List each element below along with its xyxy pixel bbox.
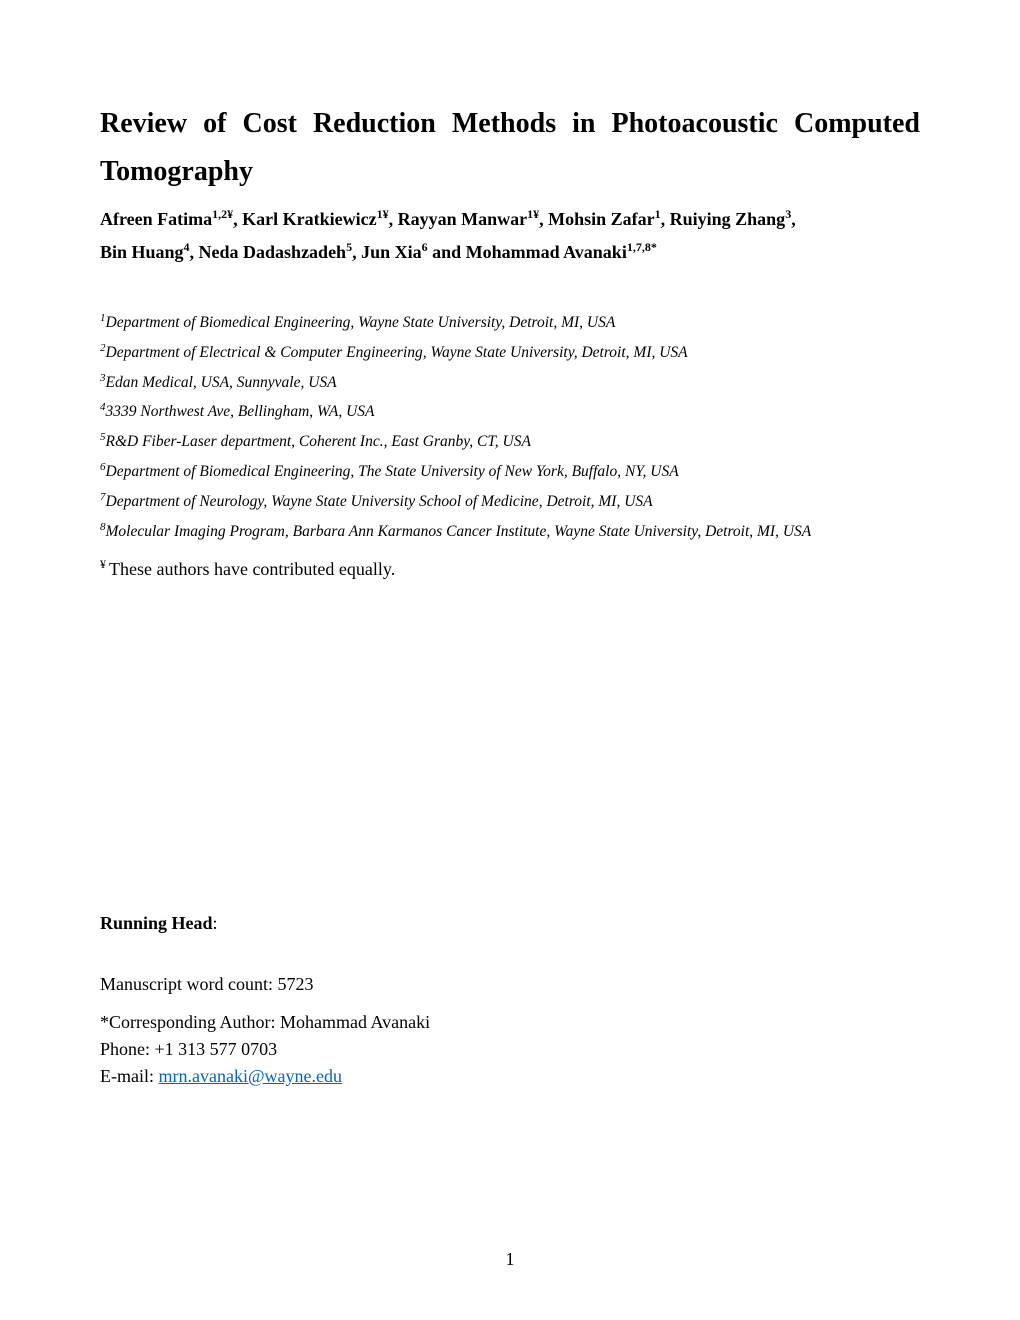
authors-block: Afreen Fatima1,2¥, Karl Kratkiewicz1¥, R… <box>100 203 920 268</box>
contributed-text: These authors have contributed equally. <box>109 559 395 579</box>
affiliation: 6Department of Biomedical Engineering, T… <box>100 457 920 487</box>
corresponding-author: *Corresponding Author: Mohammad Avanaki <box>100 1010 920 1035</box>
author-name: , Mohsin Zafar <box>539 209 655 229</box>
vertical-spacer <box>100 583 920 913</box>
author-tail: , <box>791 209 796 229</box>
affiliation: 2Department of Electrical & Computer Eng… <box>100 338 920 368</box>
affiliation-text: Department of Biomedical Engineering, Wa… <box>106 314 616 331</box>
author-sup: 1,2¥ <box>212 207 233 221</box>
affiliation-text: 3339 Northwest Ave, Bellingham, WA, USA <box>106 404 375 421</box>
email-label: E-mail: <box>100 1066 158 1086</box>
affiliation: 8Molecular Imaging Program, Barbara Ann … <box>100 517 920 547</box>
paper-title: Review of Cost Reduction Methods in Phot… <box>100 100 920 195</box>
affiliation: 1Department of Biomedical Engineering, W… <box>100 308 920 338</box>
author-name: and Mohammad Avanaki <box>428 242 627 262</box>
author-name: , Neda Dadashzadeh <box>190 242 347 262</box>
contributed-sup: ¥ <box>100 557 109 571</box>
author-sup: 1¥ <box>527 207 539 221</box>
affiliation: 7Department of Neurology, Wayne State Un… <box>100 487 920 517</box>
author-sup: 1¥ <box>377 207 389 221</box>
affiliation-text: Molecular Imaging Program, Barbara Ann K… <box>106 523 812 540</box>
author-sup: 1,7,8* <box>627 240 657 254</box>
running-head-label: Running Head <box>100 913 213 933</box>
email-link[interactable]: mrn.avanaki@wayne.edu <box>158 1066 342 1086</box>
contributed-note: ¥ These authors have contributed equally… <box>100 555 920 584</box>
affiliation-text: Department of Neurology, Wayne State Uni… <box>106 493 653 510</box>
page-number: 1 <box>0 1249 1020 1270</box>
author-name: , Karl Kratkiewicz <box>233 209 376 229</box>
running-head-colon: : <box>213 913 218 933</box>
affiliation-text: Edan Medical, USA, Sunnyvale, USA <box>106 374 337 391</box>
affiliations-block: 1Department of Biomedical Engineering, W… <box>100 308 920 547</box>
email-line: E-mail: mrn.avanaki@wayne.edu <box>100 1064 920 1089</box>
author-name: , Rayyan Manwar <box>389 209 528 229</box>
affiliation-text: R&D Fiber-Laser department, Coherent Inc… <box>106 433 531 450</box>
title-line-1: Review of Cost Reduction Methods in Phot… <box>100 100 920 148</box>
affiliation: 43339 Northwest Ave, Bellingham, WA, USA <box>100 397 920 427</box>
author-name: Bin Huang <box>100 242 184 262</box>
affiliation-text: Department of Biomedical Engineering, Th… <box>106 463 679 480</box>
title-line-2: Tomography <box>100 148 920 196</box>
authors-line-1: Afreen Fatima1,2¥, Karl Kratkiewicz1¥, R… <box>100 203 920 235</box>
affiliation-text: Department of Electrical & Computer Engi… <box>106 344 688 361</box>
affiliation: 3Edan Medical, USA, Sunnyvale, USA <box>100 368 920 398</box>
running-head: Running Head: <box>100 913 920 934</box>
affiliation: 5R&D Fiber-Laser department, Coherent In… <box>100 427 920 457</box>
meta-info-block: Manuscript word count: 5723 *Correspondi… <box>100 972 920 1089</box>
author-name: Afreen Fatima <box>100 209 212 229</box>
word-count: Manuscript word count: 5723 <box>100 972 920 997</box>
authors-line-2: Bin Huang4, Neda Dadashzadeh5, Jun Xia6 … <box>100 236 920 268</box>
author-name: , Jun Xia <box>352 242 422 262</box>
author-name: , Ruiying Zhang <box>661 209 786 229</box>
phone: Phone: +1 313 577 0703 <box>100 1037 920 1062</box>
